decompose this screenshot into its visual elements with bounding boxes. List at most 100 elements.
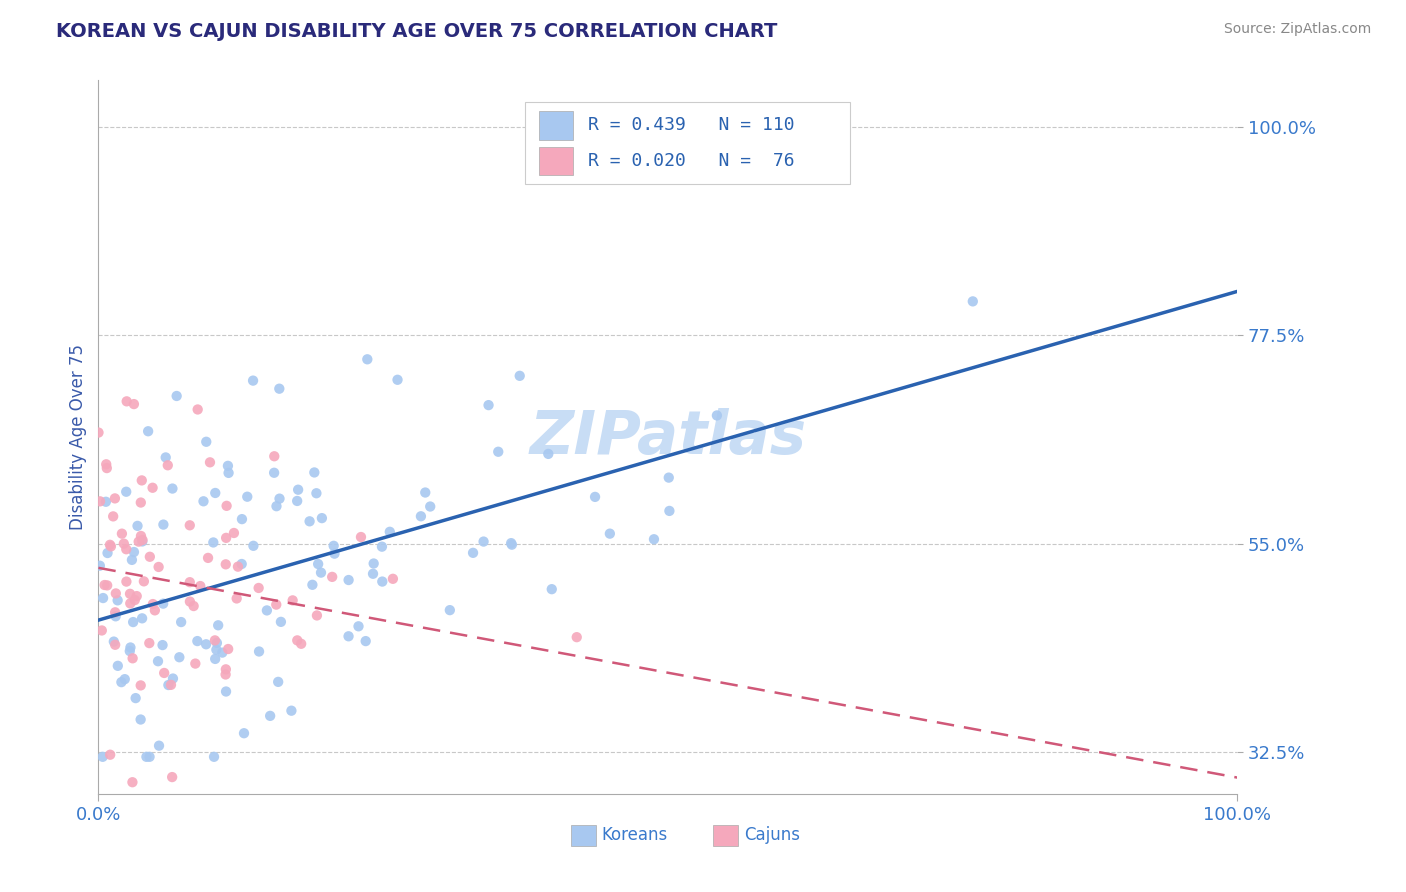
- Point: [103, 634, 125, 648]
- Point: [139, 549, 162, 564]
- Point: [98, 747, 121, 762]
- Point: [179, 575, 201, 590]
- Text: ZIPatlas: ZIPatlas: [529, 408, 807, 467]
- Point: [118, 644, 141, 658]
- Point: [121, 775, 143, 789]
- Point: [280, 704, 302, 718]
- Point: [350, 530, 373, 544]
- Point: [89, 558, 111, 573]
- Point: [537, 447, 560, 461]
- Point: [267, 674, 290, 689]
- Point: [93, 578, 115, 592]
- Point: [565, 630, 588, 644]
- Point: [643, 533, 665, 547]
- Text: Koreans: Koreans: [602, 826, 668, 844]
- Y-axis label: Disability Age Over 75: Disability Age Over 75: [69, 344, 87, 530]
- Point: [129, 678, 152, 692]
- Point: [269, 382, 291, 396]
- Point: [124, 593, 146, 607]
- Point: [183, 599, 205, 613]
- Point: [599, 526, 621, 541]
- Point: [160, 678, 183, 692]
- Point: [354, 634, 377, 648]
- Point: [135, 749, 157, 764]
- Point: [658, 470, 681, 484]
- Point: [231, 512, 253, 526]
- Point: [91, 749, 114, 764]
- Point: [361, 566, 384, 581]
- Point: [152, 638, 174, 652]
- Point: [195, 637, 218, 651]
- Point: [962, 294, 984, 309]
- Point: [169, 650, 191, 665]
- Point: [138, 636, 160, 650]
- Point: [148, 560, 170, 574]
- Point: [214, 667, 236, 681]
- Text: R = 0.020   N =  76: R = 0.020 N = 76: [588, 152, 794, 169]
- Point: [264, 598, 287, 612]
- Point: [193, 494, 215, 508]
- Point: [162, 672, 184, 686]
- Point: [170, 615, 193, 629]
- Point: [162, 482, 184, 496]
- Point: [304, 466, 326, 480]
- Point: [188, 579, 211, 593]
- Point: [197, 550, 219, 565]
- Point: [121, 651, 143, 665]
- Text: R = 0.439   N = 110: R = 0.439 N = 110: [588, 116, 794, 134]
- Point: [157, 678, 180, 692]
- Point: [363, 557, 385, 571]
- Bar: [538, 146, 574, 175]
- Point: [184, 657, 207, 671]
- Point: [115, 394, 138, 409]
- Point: [142, 481, 165, 495]
- Point: [371, 540, 394, 554]
- Point: [129, 713, 152, 727]
- Point: [509, 368, 531, 383]
- Point: [486, 444, 509, 458]
- Point: [129, 495, 152, 509]
- Point: [148, 739, 170, 753]
- Point: [378, 524, 401, 539]
- Point: [287, 483, 309, 497]
- Point: [256, 603, 278, 617]
- Point: [90, 624, 112, 638]
- Point: [204, 633, 226, 648]
- Point: [311, 511, 333, 525]
- Point: [91, 591, 114, 605]
- Point: [111, 526, 134, 541]
- Point: [202, 749, 225, 764]
- Point: [107, 658, 129, 673]
- Text: Cajuns: Cajuns: [744, 826, 800, 844]
- Point: [94, 495, 117, 509]
- Point: [120, 596, 142, 610]
- Point: [387, 373, 409, 387]
- Point: [122, 545, 145, 559]
- Point: [132, 574, 155, 589]
- Point: [205, 642, 228, 657]
- Point: [247, 644, 270, 658]
- Point: [160, 770, 183, 784]
- Point: [226, 559, 249, 574]
- Point: [96, 546, 118, 560]
- Point: [259, 709, 281, 723]
- Point: [218, 466, 240, 480]
- Point: [128, 534, 150, 549]
- Point: [101, 509, 124, 524]
- Point: [87, 425, 110, 440]
- Point: [321, 570, 343, 584]
- Point: [104, 638, 127, 652]
- Point: [96, 461, 118, 475]
- Point: [290, 637, 312, 651]
- Bar: [713, 824, 738, 846]
- Point: [153, 665, 176, 680]
- Text: KOREAN VS CAJUN DISABILITY AGE OVER 75 CORRELATION CHART: KOREAN VS CAJUN DISABILITY AGE OVER 75 C…: [56, 22, 778, 41]
- Point: [131, 534, 153, 549]
- Point: [131, 611, 153, 625]
- Point: [337, 629, 360, 643]
- Point: [307, 557, 329, 571]
- Point: [166, 389, 188, 403]
- Point: [233, 726, 256, 740]
- Point: [242, 539, 264, 553]
- Point: [120, 640, 142, 655]
